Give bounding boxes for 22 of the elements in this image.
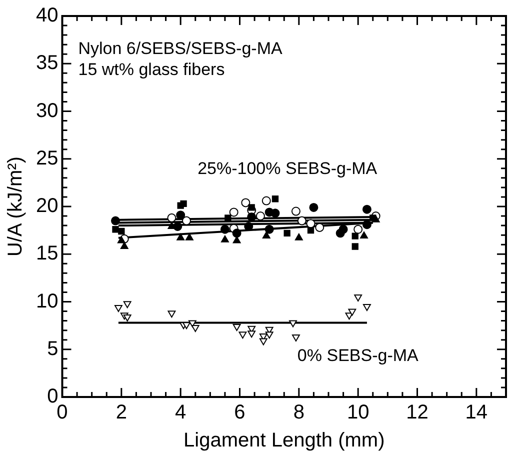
y-tick-label: 10 — [36, 290, 58, 312]
x-tick-label: 10 — [346, 402, 370, 424]
x-tick-label: 14 — [465, 402, 488, 424]
y-tick-label: 30 — [36, 100, 58, 122]
y-tick-label: 25 — [36, 147, 58, 170]
x-axis-title: Ligament Length (mm) — [184, 430, 385, 452]
x-tick-label: 4 — [175, 402, 186, 424]
y-tick-label: 15 — [36, 242, 58, 265]
x-tick-label: 12 — [406, 402, 428, 424]
x-tick-label: 2 — [116, 402, 127, 424]
annotation: 25%-100% SEBS-g-MA — [198, 159, 378, 178]
annotation: 0% SEBS-g-MA — [297, 346, 420, 365]
x-tick-label: 6 — [234, 402, 246, 424]
y-tick-label: 5 — [47, 338, 58, 360]
annotation: Nylon 6/SEBS/SEBS-g-MA — [78, 39, 283, 58]
y-tick-label: 0 — [47, 386, 58, 408]
x-tick-label: 8 — [293, 402, 304, 424]
y-tick-label: 20 — [36, 195, 58, 218]
annotation: 15 wt% glass fibers — [78, 60, 225, 79]
y-tick-label: 35 — [36, 52, 58, 74]
y-tick-label: 40 — [36, 4, 58, 27]
y-axis-title: U/A (kJ/m²) — [4, 156, 27, 256]
